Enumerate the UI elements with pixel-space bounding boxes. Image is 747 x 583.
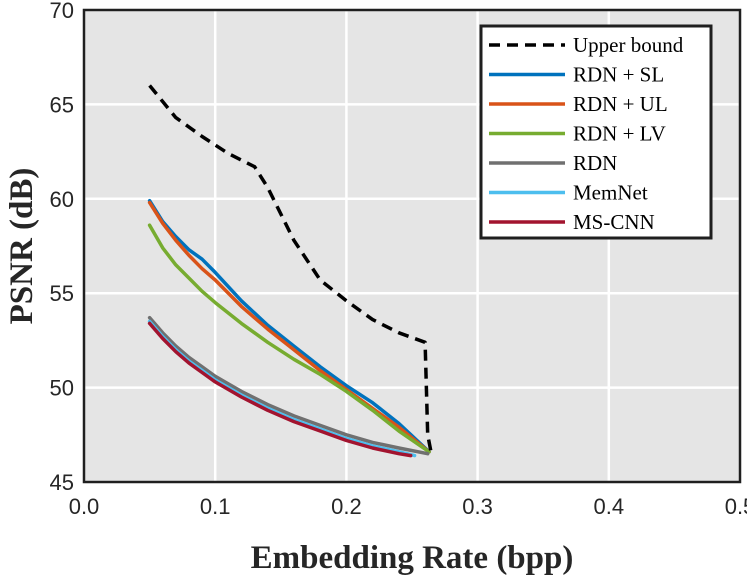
y-tick-label: 50: [50, 376, 74, 401]
y-tick-label: 45: [50, 470, 74, 495]
y-tick-label: 70: [50, 0, 74, 23]
legend-label: RDN + LV: [573, 122, 666, 146]
series-line-ms-cnn: [147, 321, 413, 458]
series-line-upper-bound: [148, 84, 434, 456]
x-tick-label: 0.1: [200, 494, 231, 519]
legend: Upper bound RDN + SL RDN + UL RDN + LV RDN Me…: [479, 24, 713, 240]
legend-label: MS-CNN: [573, 210, 655, 234]
series-line-rdn-sl: [147, 198, 431, 454]
series-line-rdn: [147, 315, 430, 456]
plot-frame: [82, 8, 742, 484]
tick-labels: 0.0 0.1 0.2 0.3 0.4 0.5 45 50 55 60 65 70: [50, 0, 747, 519]
x-tick-label: 0.3: [462, 494, 493, 519]
x-tick-label: 0.2: [331, 494, 362, 519]
x-tick-label: 0.4: [594, 494, 625, 519]
legend-label: MemNet: [573, 181, 648, 205]
legend-label: RDN: [573, 151, 617, 175]
y-tick-label: 55: [50, 281, 74, 306]
y-axis-title: PSNR (dB): [4, 168, 40, 325]
legend-label: RDN + UL: [573, 92, 668, 116]
y-tick-label: 60: [50, 187, 74, 212]
x-tick-label: 0.5: [725, 494, 747, 519]
y-tick-label: 65: [50, 92, 74, 117]
x-tick-label: 0.0: [69, 494, 100, 519]
x-axis-title: Embedding Rate (bpp): [251, 540, 574, 576]
legend-label: RDN + SL: [573, 63, 664, 87]
legend-label: Upper bound: [573, 33, 684, 57]
series-line-rdn-lv: [147, 223, 431, 454]
series-lines: [147, 84, 434, 458]
